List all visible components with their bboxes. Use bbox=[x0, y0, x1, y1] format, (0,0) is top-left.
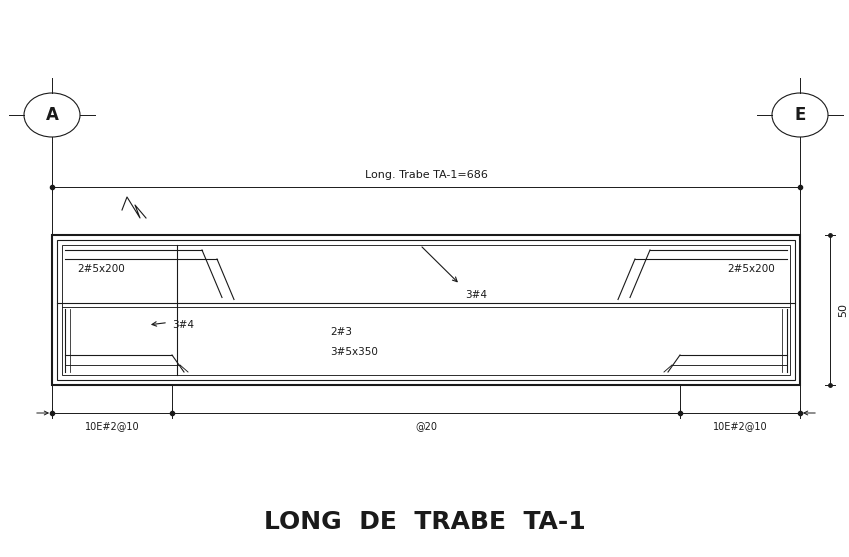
Text: 2#5x200: 2#5x200 bbox=[77, 264, 125, 273]
Bar bbox=[57, 240, 795, 380]
Bar bbox=[62, 245, 790, 375]
Text: 3#4: 3#4 bbox=[465, 291, 487, 300]
Text: E: E bbox=[795, 106, 806, 124]
Text: 2#3: 2#3 bbox=[330, 327, 352, 337]
Text: A: A bbox=[46, 106, 59, 124]
Text: 50: 50 bbox=[838, 303, 848, 317]
Bar bbox=[52, 235, 800, 385]
Text: 2#5x200: 2#5x200 bbox=[728, 264, 775, 273]
Text: 3#5x350: 3#5x350 bbox=[330, 347, 378, 356]
Text: @20: @20 bbox=[415, 421, 437, 431]
Text: LONG  DE  TRABE  TA-1: LONG DE TRABE TA-1 bbox=[264, 510, 585, 534]
Text: Long. Trabe TA-1=686: Long. Trabe TA-1=686 bbox=[364, 170, 487, 180]
Text: 3#4: 3#4 bbox=[172, 320, 194, 330]
Text: 10E#2@10: 10E#2@10 bbox=[85, 421, 139, 431]
Text: 10E#2@10: 10E#2@10 bbox=[712, 421, 767, 431]
